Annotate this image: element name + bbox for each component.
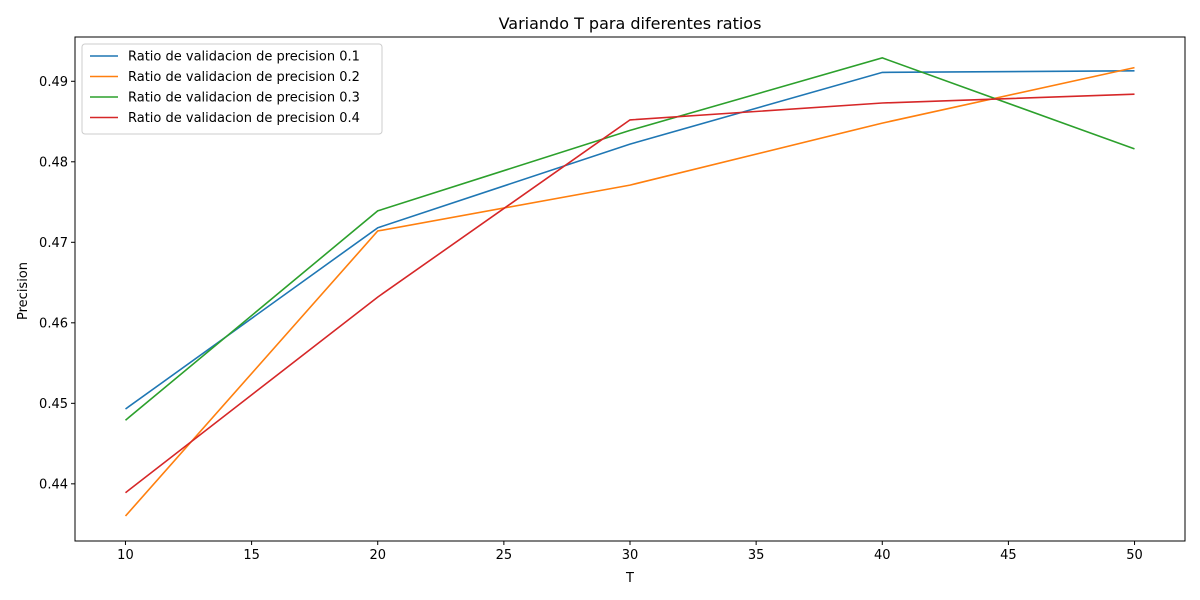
x-tick-label: 25 xyxy=(496,548,513,563)
chart-title: Variando T para diferentes ratios xyxy=(499,14,762,33)
x-axis-label: T xyxy=(625,571,634,586)
x-tick-label: 50 xyxy=(1126,548,1143,563)
y-tick-label: 0.47 xyxy=(39,236,68,251)
series-line-3 xyxy=(124,57,1135,421)
x-tick-label: 45 xyxy=(1000,548,1017,563)
x-tick-label: 35 xyxy=(748,548,765,563)
legend: Ratio de validacion de precision 0.1 Rati… xyxy=(81,43,383,135)
y-tick-label: 0.45 xyxy=(39,397,68,412)
legend-entry-3: Ratio de validacion de precision 0.3 xyxy=(128,91,360,106)
y-tick-label: 0.46 xyxy=(39,316,68,331)
y-tick-label: 0.49 xyxy=(39,75,68,90)
series-line-4 xyxy=(125,93,1135,494)
x-tick-label: 30 xyxy=(622,548,639,563)
series-line-1 xyxy=(125,70,1135,410)
y-tick-label: 0.44 xyxy=(39,477,68,492)
x-tick-label: 20 xyxy=(369,548,386,563)
x-tick-label: 15 xyxy=(243,548,260,563)
y-tick-label: 0.48 xyxy=(39,155,68,170)
series-line-2 xyxy=(124,66,1135,517)
legend-entry-2: Ratio de validacion de precision 0.2 xyxy=(128,70,360,85)
legend-entry-4: Ratio de validacion de precision 0.4 xyxy=(128,111,360,126)
y-axis-label: Precision xyxy=(16,262,31,320)
plot-area: 10 15 20 25 30 35 40 45 50 0.44 0.45 0.46 0.47 0.48 0.… xyxy=(39,36,1186,563)
x-tick-label: 10 xyxy=(117,548,134,563)
legend-entry-1: Ratio de validacion de precision 0.1 xyxy=(128,50,360,65)
x-tick-label: 40 xyxy=(874,548,891,563)
legend-box xyxy=(81,43,383,135)
